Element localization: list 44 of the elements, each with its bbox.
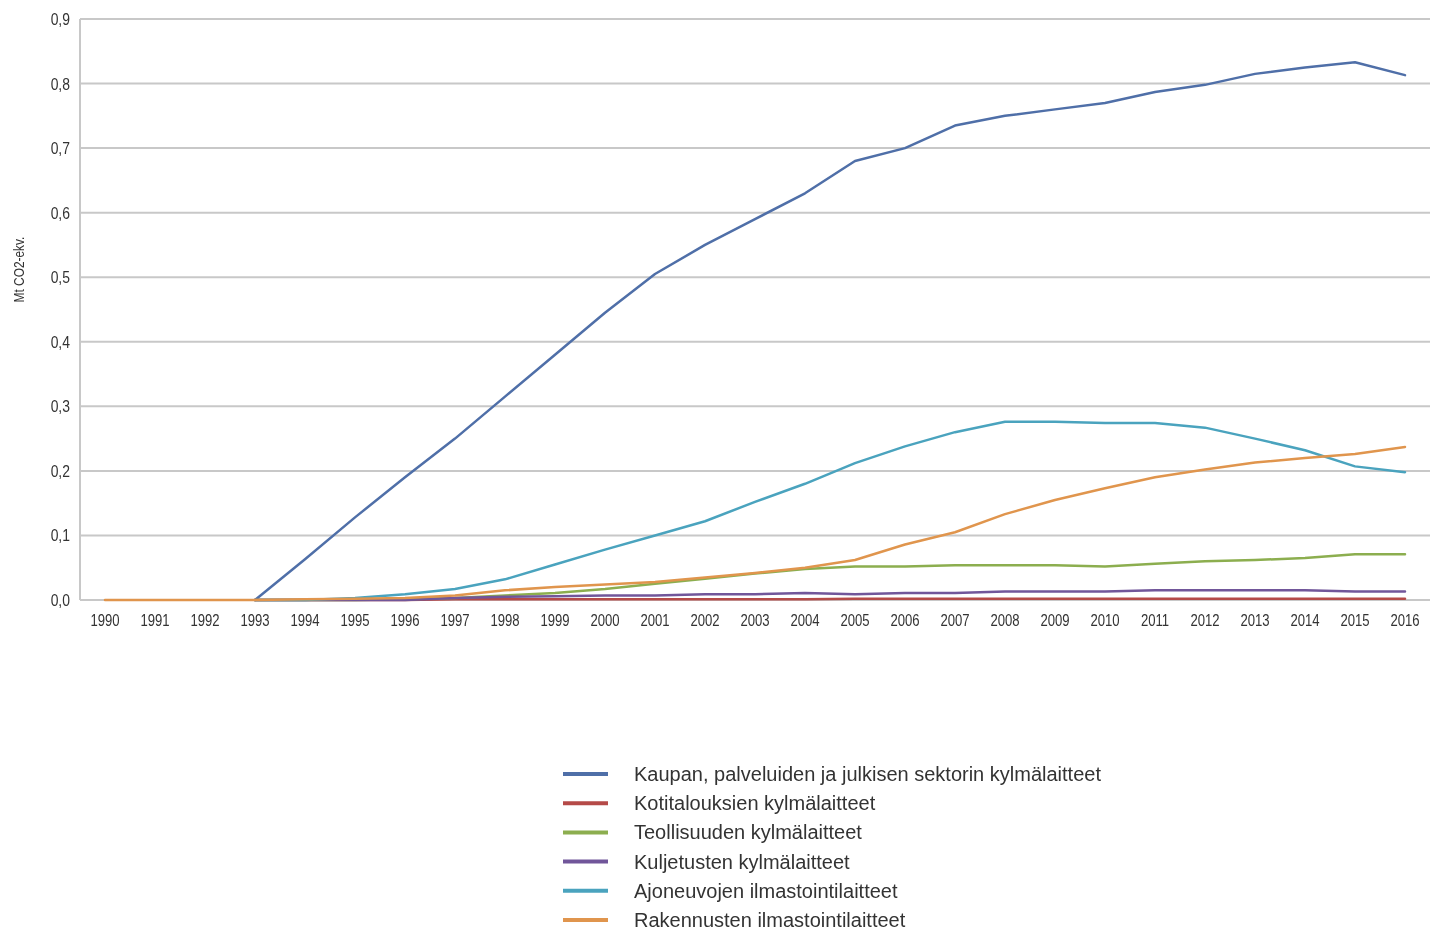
x-tick-label: 2000 (590, 611, 620, 630)
x-tick-label: 1991 (140, 611, 170, 630)
x-tick-label: 2016 (1390, 611, 1420, 630)
y-tick-label: 0,1 (50, 526, 70, 545)
x-tick-label: 2012 (1190, 611, 1220, 630)
x-tick-label: 2011 (1140, 611, 1170, 630)
x-tick-label: 2003 (740, 611, 770, 630)
x-tick-label: 2001 (640, 611, 670, 630)
legend-label: Kaupan, palveluiden ja julkisen sektorin kylmälaitteet (634, 763, 1102, 785)
x-tick-label: 1990 (90, 611, 120, 630)
x-tick-label: 2010 (1090, 611, 1120, 630)
x-tick-label: 1992 (190, 611, 220, 630)
y-tick-label: 0,0 (50, 590, 71, 610)
x-tick-label: 2002 (690, 611, 720, 630)
y-tick-label: 0,7 (50, 138, 70, 158)
legend-label: Ajoneuvojen ilmastointilaitteet (634, 879, 898, 902)
y-tick-label: 0,5 (50, 267, 70, 287)
y-tick-label: 0,8 (50, 74, 70, 93)
legend-label: Rakennusten ilmastointilaitteet (634, 909, 906, 929)
x-tick-label: 2004 (790, 611, 820, 630)
x-tick-label: 1998 (490, 611, 520, 630)
x-tick-label: 2006 (890, 611, 920, 630)
legend-label: Kuljetusten kylmälaitteet (634, 850, 851, 873)
x-tick-label: 2014 (1290, 611, 1320, 630)
x-tick-label: 1994 (290, 611, 320, 630)
x-tick-label: 1993 (240, 611, 270, 630)
x-tick-label: 1996 (390, 611, 420, 630)
x-tick-label: 1995 (340, 611, 370, 630)
x-tick-label: 2007 (940, 611, 970, 630)
y-tick-label: 0,4 (50, 332, 71, 352)
legend-label: Kotitalouksien kylmälaitteet (634, 792, 876, 815)
y-tick-label: 0,3 (50, 396, 70, 416)
legend-label: Teollisuuden kylmälaitteet (634, 821, 863, 844)
x-tick-label: 1999 (540, 611, 570, 630)
y-axis-title: Mt CO2-ekv. (11, 236, 28, 303)
x-tick-label: 2015 (1340, 611, 1370, 630)
y-tick-label: 0,2 (50, 461, 70, 481)
x-tick-label: 2009 (1040, 611, 1070, 630)
x-tick-label: 2008 (990, 611, 1020, 630)
y-tick-label: 0,9 (50, 9, 70, 29)
y-tick-label: 0,6 (50, 203, 70, 222)
x-tick-label: 2013 (1240, 611, 1270, 630)
x-tick-label: 2005 (840, 611, 870, 630)
x-tick-label: 1997 (440, 611, 470, 630)
